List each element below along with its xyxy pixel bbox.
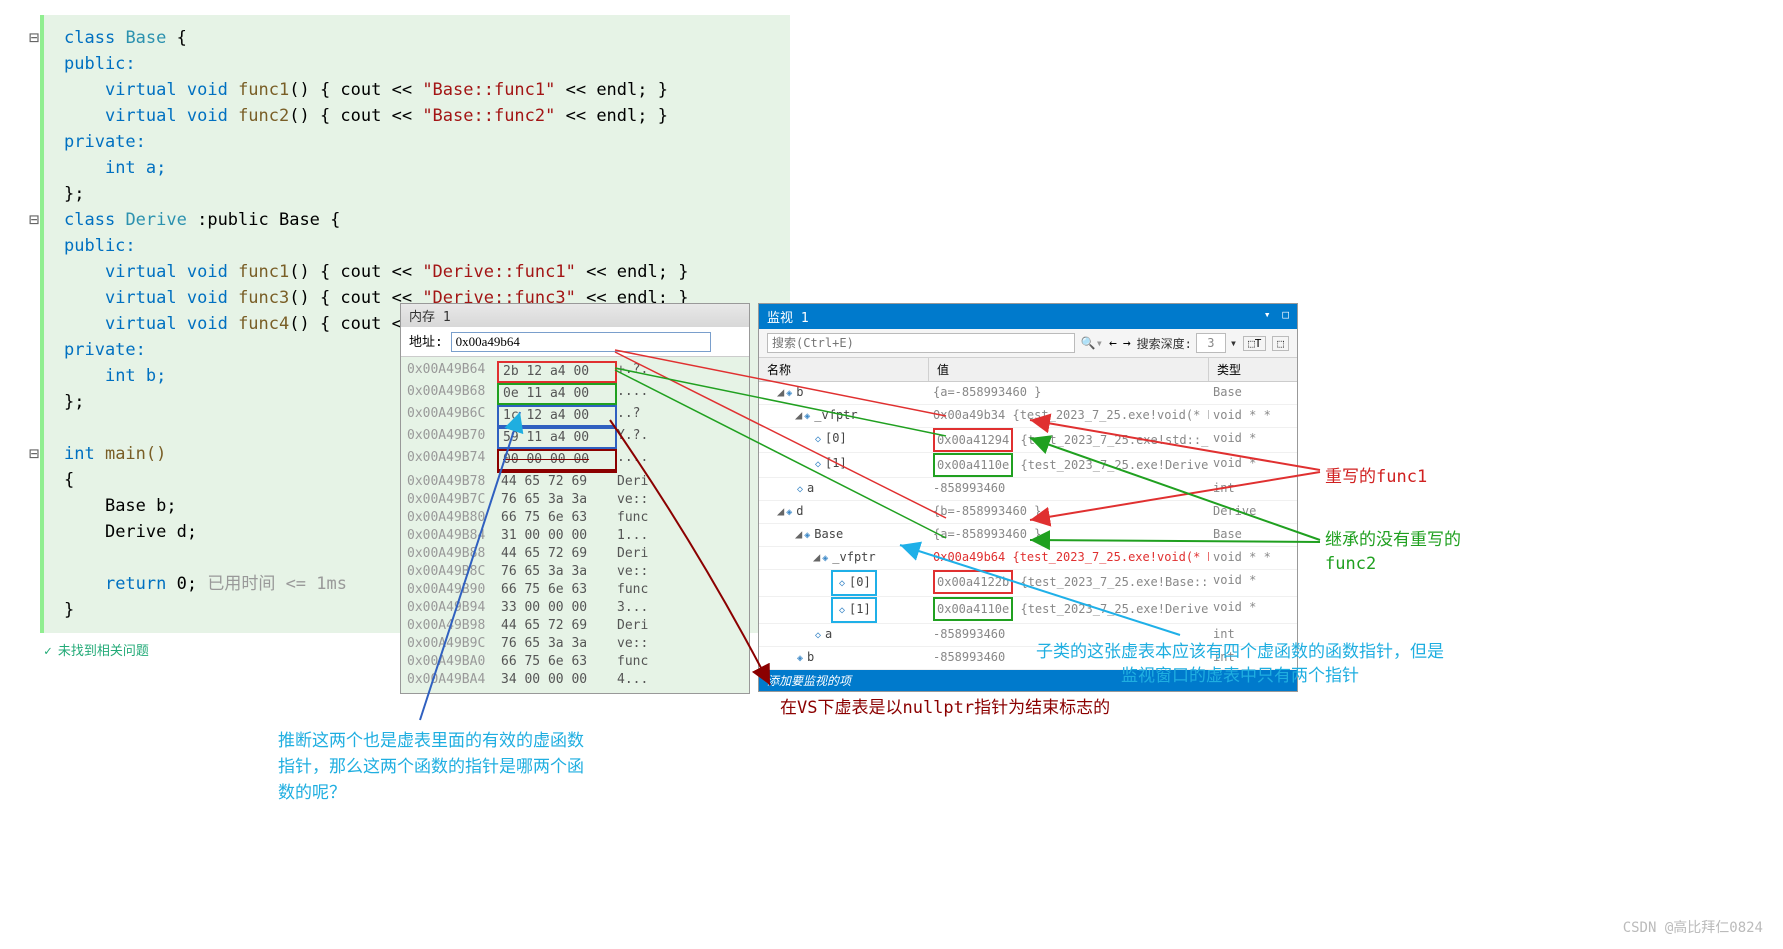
kw-public: public: xyxy=(64,54,136,74)
memory-row: 0x00A49BA066 75 6e 63func xyxy=(401,653,749,671)
memory-row: 0x00A49B9433 00 00 003... xyxy=(401,599,749,617)
memory-row: 0x00A49B642b 12 a4 00+.?. xyxy=(401,361,749,383)
anno-red: 重写的func1 xyxy=(1325,462,1475,487)
memory-row: 0x00A49B680e 11 a4 00.... xyxy=(401,383,749,405)
anno-cyan: 子类的这张虚表本应该有四个虚函数的函数指针，但是监视窗口的虚表中只有两个指针 xyxy=(1030,640,1450,688)
watch-row[interactable]: ◢◈Base{a=-858993460 }Base xyxy=(759,524,1297,547)
memory-row: 0x00A49B9066 75 6e 63func xyxy=(401,581,749,599)
memory-body: 0x00A49B642b 12 a4 00+.?.0x00A49B680e 11… xyxy=(401,357,749,693)
memory-row: 0x00A49B8066 75 6e 63func xyxy=(401,509,749,527)
kw-private: private: xyxy=(64,132,146,152)
memory-row: 0x00A49B8431 00 00 001... xyxy=(401,527,749,545)
address-input[interactable] xyxy=(451,332,711,352)
memory-row: 0x00A49B7059 11 a4 00Y.?. xyxy=(401,427,749,449)
watch-title-bar: 监视 1 ▾ □ xyxy=(759,304,1297,329)
tool-icon-1[interactable]: ⬚T xyxy=(1243,336,1266,351)
memory-row: 0x00A49B8C76 65 3a 3ave:: xyxy=(401,563,749,581)
col-value: 值 xyxy=(929,358,1209,381)
anno-darkred: 在VS下虚表是以nullptr指针为结束标志的 xyxy=(780,693,1280,718)
depth-label: 搜索深度: xyxy=(1137,335,1192,352)
watch-row[interactable]: ◢◈b{a=-858993460 }Base xyxy=(759,382,1297,405)
fn-main: main() xyxy=(95,444,167,464)
anno-green: 继承的没有重写的func2 xyxy=(1325,528,1505,576)
col-type: 类型 xyxy=(1209,358,1289,381)
status-bar: 未找到相关问题 xyxy=(44,640,149,659)
memory-panel: 内存 1 地址: 0x00A49B642b 12 a4 00+.?.0x00A4… xyxy=(400,303,750,694)
search-icon[interactable]: 🔍▾ xyxy=(1081,336,1103,350)
memory-row: 0x00A49B7844 65 72 69Deri xyxy=(401,473,749,491)
watch-row[interactable]: ◢◈_vfptr0x00a49b64 {test_2023_7_25.exe!v… xyxy=(759,547,1297,570)
anno-blue: 推断这两个也是虚表里面的有效的虚函数指针，那么这两个函数的指针是哪两个函数的呢？ xyxy=(278,728,598,806)
depth-input[interactable] xyxy=(1196,333,1226,353)
nav-next-icon[interactable]: → xyxy=(1123,336,1131,351)
watch-row[interactable]: ◢◈d{b=-858993460 }Derive xyxy=(759,501,1297,524)
memory-row: 0x00A49B9C76 65 3a 3ave:: xyxy=(401,635,749,653)
search-input[interactable] xyxy=(767,333,1075,353)
watch-row[interactable]: ◇[1]0x00a4110e {test_2023_7_25.exe!Deriv… xyxy=(759,597,1297,624)
watch-title: 监视 1 xyxy=(767,307,809,326)
tool-icon-2[interactable]: ⬚ xyxy=(1272,336,1289,351)
watch-columns: 名称 值 类型 xyxy=(759,358,1297,382)
elapsed-time: 已用时间 <= 1ms xyxy=(197,574,347,594)
col-name: 名称 xyxy=(759,358,929,381)
memory-title: 内存 1 xyxy=(401,304,749,327)
address-label: 地址: xyxy=(409,335,443,350)
memory-row: 0x00A49BA434 00 00 004... xyxy=(401,671,749,689)
type-base: Base xyxy=(125,28,166,48)
memory-row: 0x00A49B8844 65 72 69Deri xyxy=(401,545,749,563)
type-derive: Derive xyxy=(125,210,186,230)
memory-row: 0x00A49B6C1c 12 a4 00..? xyxy=(401,405,749,427)
watch-panel: 监视 1 ▾ □ 🔍▾ ← → 搜索深度:▾ ⬚T ⬚ 名称 值 类型 ◢◈b{… xyxy=(758,303,1298,692)
watch-toolbar: 🔍▾ ← → 搜索深度:▾ ⬚T ⬚ xyxy=(759,329,1297,358)
watch-title-icons[interactable]: ▾ □ xyxy=(1260,307,1289,326)
memory-row: 0x00A49B7C76 65 3a 3ave:: xyxy=(401,491,749,509)
memory-row: 0x00A49B9844 65 72 69Deri xyxy=(401,617,749,635)
watch-tree: ◢◈b{a=-858993460 }Base◢◈_vfptr0x00a49b34… xyxy=(759,382,1297,670)
memory-row: 0x00A49B7400 00 00 00.... xyxy=(401,449,749,473)
watch-row[interactable]: ◇[0]0x00a41294 {test_2023_7_25.exe!std::… xyxy=(759,428,1297,453)
watch-row[interactable]: ◇a-858993460int xyxy=(759,478,1297,501)
watermark: CSDN @高比拜仁0824 xyxy=(1623,917,1763,937)
kw-class: class xyxy=(64,28,115,48)
watch-row[interactable]: ◇[1]0x00a4110e {test_2023_7_25.exe!Deriv… xyxy=(759,453,1297,478)
nav-prev-icon[interactable]: ← xyxy=(1109,336,1117,351)
watch-row[interactable]: ◇[0]0x00a4122b {test_2023_7_25.exe!Base:… xyxy=(759,570,1297,597)
watch-row[interactable]: ◢◈_vfptr0x00a49b34 {test_2023_7_25.exe!v… xyxy=(759,405,1297,428)
